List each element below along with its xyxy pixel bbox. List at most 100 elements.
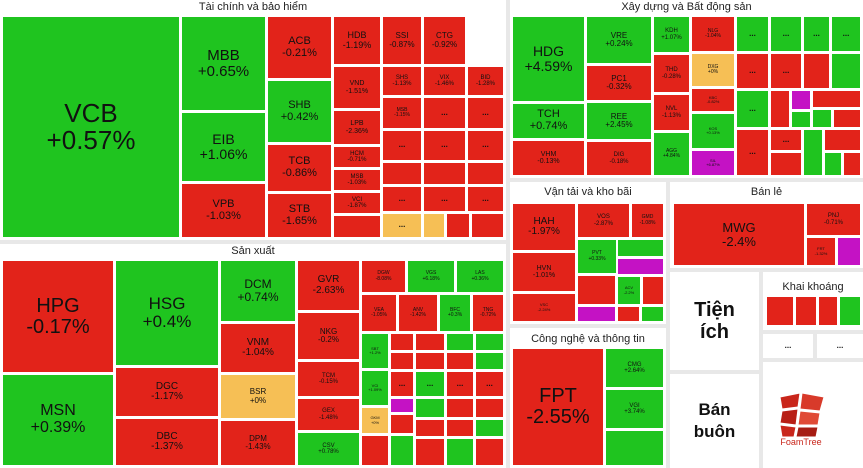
stock-tile-shb[interactable]: SHB +0.42% <box>267 80 332 143</box>
stock-tile-hsg[interactable]: HSG +0.4% <box>115 260 219 366</box>
small-stock-tile[interactable] <box>390 352 414 370</box>
small-stock-tile[interactable] <box>415 352 445 370</box>
stock-tile-tcb[interactable]: TCB -0.86% <box>267 144 332 192</box>
small-stock-tile[interactable] <box>446 438 474 466</box>
small-stock-tile[interactable] <box>812 109 832 128</box>
small-stock-tile[interactable] <box>770 90 790 128</box>
misc-section-2[interactable]: ... <box>817 334 863 358</box>
stock-tile-tcm[interactable]: TCM -0.15% <box>297 361 360 397</box>
stock-tile-hah[interactable]: HAH -1.97% <box>512 203 576 251</box>
stock-tile-gvr[interactable]: GVR -2.63% <box>297 260 360 311</box>
stock-tile-csv[interactable]: CSV +0.78% <box>297 432 360 466</box>
small-stock-tile[interactable] <box>415 438 445 466</box>
small-stock-tile[interactable] <box>415 333 445 351</box>
stock-tile-vcb[interactable]: VCB +0.57% <box>2 16 180 238</box>
small-stock-tile[interactable] <box>415 419 445 437</box>
stock-tile-dpm[interactable]: DPM -1.43% <box>220 420 296 466</box>
small-stock-tile[interactable] <box>333 215 381 238</box>
small-stock-tile[interactable] <box>833 109 861 128</box>
stock-tile-msn[interactable]: MSN +0.39% <box>2 374 114 466</box>
more-tile[interactable]: ... <box>423 130 466 161</box>
misc-section-1[interactable]: ... <box>763 334 813 358</box>
stock-tile-kbc[interactable]: KBC -0.82% <box>691 88 735 112</box>
stock-tile-ssi[interactable]: SSI -0.87% <box>382 16 422 65</box>
small-stock-tile[interactable] <box>423 213 445 238</box>
more-tile[interactable]: ... <box>831 16 861 52</box>
more-tile[interactable]: ... <box>423 97 466 129</box>
more-tile[interactable]: ... <box>382 186 422 212</box>
more-tile[interactable]: ... <box>382 213 422 238</box>
stock-tile-vpb[interactable]: VPB -1.03% <box>181 183 266 238</box>
stock-tile-vnm[interactable]: VNM -1.04% <box>220 323 296 373</box>
small-stock-tile[interactable] <box>770 152 802 176</box>
small-stock-tile[interactable] <box>617 306 640 322</box>
stock-tile-vgi[interactable]: VGI +3.74% <box>605 389 664 429</box>
small-stock-tile[interactable] <box>446 213 470 238</box>
stock-tile-dcm[interactable]: DCM +0.74% <box>220 260 296 322</box>
stock-tile-stb[interactable]: STB -1.65% <box>267 193 332 238</box>
stock-tile-msb[interactable]: MSB -1.15% <box>382 97 422 129</box>
misc-section-3[interactable] <box>763 362 863 468</box>
small-stock-tile[interactable] <box>467 162 504 185</box>
more-tile[interactable]: ... <box>475 371 504 397</box>
stock-tile-cmg[interactable]: CMG +2.64% <box>605 348 664 388</box>
more-tile[interactable]: ... <box>390 371 414 397</box>
stock-tile-vsc[interactable]: VSC -2.24% <box>512 293 576 322</box>
stock-tile-agg[interactable]: AGG +4.84% <box>653 132 690 176</box>
small-stock-tile[interactable] <box>824 152 842 176</box>
stock-tile-vix[interactable]: VIX -1.46% <box>423 66 466 96</box>
stock-tile-fpt[interactable]: FPT -2.55% <box>512 348 604 466</box>
more-tile[interactable]: ... <box>467 130 504 161</box>
small-stock-tile[interactable] <box>475 333 504 351</box>
stock-tile-dxg[interactable]: DXG +0% <box>691 53 735 87</box>
stock-tile-pc1[interactable]: PC1 -0.32% <box>586 65 652 101</box>
more-tile[interactable]: ... <box>423 186 466 212</box>
small-stock-tile[interactable] <box>390 333 414 351</box>
more-tile[interactable]: ... <box>382 130 422 161</box>
stock-tile-eib[interactable]: EIB +1.06% <box>181 112 266 182</box>
small-stock-tile[interactable] <box>617 239 664 257</box>
small-stock-tile[interactable] <box>446 419 474 437</box>
small-stock-tile[interactable] <box>824 129 861 151</box>
stock-tile-vhm[interactable]: VHM -0.13% <box>512 140 585 176</box>
small-stock-tile[interactable] <box>423 162 466 185</box>
small-stock-tile[interactable] <box>812 90 861 108</box>
stock-tile-pnj[interactable]: PNJ -0.71% <box>806 203 861 236</box>
small-stock-tile[interactable] <box>475 352 504 370</box>
stock-tile-sil[interactable]: SIL +6.87% <box>691 150 735 176</box>
stock-tile-nvl[interactable]: NVL -1.13% <box>653 94 690 131</box>
small-stock-tile[interactable] <box>795 296 817 326</box>
stock-tile-acb[interactable]: ACB -0.21% <box>267 16 332 79</box>
stock-tile-hvn[interactable]: HVN -1.01% <box>512 252 576 292</box>
more-tile[interactable]: ... <box>736 129 769 176</box>
stock-tile-ree[interactable]: REE +2.45% <box>586 102 652 140</box>
small-stock-tile[interactable] <box>831 53 861 89</box>
stock-tile-gex[interactable]: GEX -1.48% <box>297 398 360 431</box>
section-utilities[interactable]: Tiện ích <box>670 272 759 370</box>
stock-tile-lpb[interactable]: LPB -2.36% <box>333 110 381 145</box>
small-stock-tile[interactable] <box>471 213 504 238</box>
stock-tile-vci[interactable]: VCI +1.09% <box>361 370 389 406</box>
stock-tile-hcm[interactable]: HCM -0.71% <box>333 146 381 168</box>
small-stock-tile[interactable] <box>415 398 445 418</box>
small-stock-tile[interactable] <box>766 296 794 326</box>
stock-tile-pvt[interactable]: PVT +0.33% <box>577 239 617 274</box>
more-tile[interactable]: ... <box>736 90 769 128</box>
stock-tile-hdb[interactable]: HDB -1.19% <box>333 16 381 65</box>
stock-tile-acv[interactable]: ACV -2.2% <box>617 276 641 305</box>
stock-tile-bid[interactable]: BID -1.28% <box>467 66 504 96</box>
small-stock-tile[interactable] <box>605 430 664 466</box>
stock-tile-hpg[interactable]: HPG -0.17% <box>2 260 114 373</box>
more-tile[interactable]: ... <box>820 337 860 355</box>
stock-tile-dgc[interactable]: DGC -1.17% <box>115 367 219 417</box>
small-stock-tile[interactable] <box>803 129 823 176</box>
small-stock-tile[interactable] <box>446 352 474 370</box>
misc-tile[interactable] <box>767 366 859 376</box>
more-tile[interactable]: ... <box>803 16 830 52</box>
small-stock-tile[interactable] <box>446 398 474 418</box>
small-stock-tile[interactable] <box>791 111 811 128</box>
stock-tile-shs[interactable]: SHS -1.13% <box>382 66 422 96</box>
stock-tile-kdh[interactable]: KDH +1.07% <box>653 16 690 53</box>
stock-tile-tch[interactable]: TCH +0.74% <box>512 103 585 139</box>
more-tile[interactable]: ... <box>770 53 802 89</box>
